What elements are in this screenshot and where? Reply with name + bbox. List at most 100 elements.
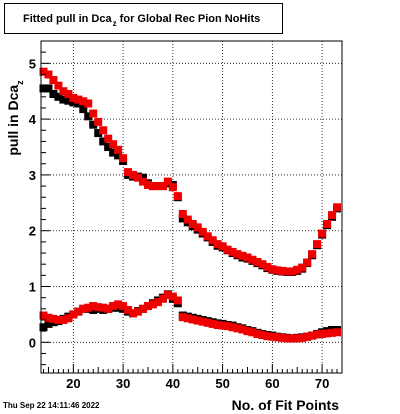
data-point xyxy=(188,220,197,229)
data-point xyxy=(263,332,272,341)
data-point xyxy=(273,333,282,342)
data-point xyxy=(258,331,267,340)
axis-ticks xyxy=(41,40,343,373)
data-point xyxy=(59,87,68,96)
data-point xyxy=(163,177,172,186)
data-point xyxy=(143,180,152,189)
data-point xyxy=(213,321,222,330)
data-point xyxy=(64,314,73,323)
data-point xyxy=(59,95,68,104)
data-point xyxy=(109,148,118,157)
data-point xyxy=(79,304,88,313)
chart-title-rest: for Global Rec Pion NoHits xyxy=(116,13,261,25)
data-point xyxy=(84,99,93,108)
data-point xyxy=(39,323,48,332)
data-point xyxy=(54,92,63,101)
data-point xyxy=(69,98,78,107)
data-point xyxy=(109,302,118,311)
data-point xyxy=(268,265,277,274)
data-point xyxy=(313,240,322,249)
x-tick-label: 40 xyxy=(166,376,180,391)
data-point xyxy=(44,313,53,322)
x-tick-label: 70 xyxy=(315,376,329,391)
data-point xyxy=(233,250,242,259)
data-point xyxy=(163,290,172,299)
data-point xyxy=(79,105,88,114)
data-point xyxy=(288,267,297,276)
data-point xyxy=(119,154,128,163)
y-tick-label: 4 xyxy=(29,112,37,127)
data-point xyxy=(94,117,103,126)
plot-frame xyxy=(40,40,343,374)
data-point xyxy=(89,109,98,118)
y-tick-label: 2 xyxy=(29,224,36,239)
data-point xyxy=(153,182,162,191)
data-point xyxy=(168,292,177,301)
data-point xyxy=(134,307,143,316)
data-point xyxy=(114,151,123,160)
data-point xyxy=(203,232,212,241)
data-point xyxy=(313,330,322,339)
data-point xyxy=(124,168,133,177)
data-point xyxy=(253,257,262,266)
data-point xyxy=(168,183,177,192)
tick-labels: 20 30 40 50 60 70 0 1 2 3 4 5 xyxy=(29,56,330,391)
data-point xyxy=(64,96,73,105)
data-point xyxy=(69,310,78,319)
data-point xyxy=(94,129,103,138)
y-tick-label: 3 xyxy=(29,168,36,183)
data-point xyxy=(39,311,48,320)
data-point xyxy=(99,137,108,146)
data-point xyxy=(104,304,113,313)
data-point xyxy=(124,305,133,314)
data-point xyxy=(293,265,302,274)
x-tick-label: 30 xyxy=(116,376,130,391)
data-point xyxy=(188,315,197,324)
data-point xyxy=(298,333,307,342)
data-point xyxy=(223,245,232,254)
data-markers xyxy=(39,67,342,343)
data-point xyxy=(243,253,252,262)
data-point xyxy=(233,324,242,333)
data-point xyxy=(114,300,123,309)
data-point xyxy=(208,319,217,328)
data-point xyxy=(178,209,187,218)
y-axis-label-main: pull in Dca xyxy=(5,85,21,156)
series-4 xyxy=(39,290,342,343)
data-point xyxy=(134,173,143,182)
data-point xyxy=(49,76,58,85)
data-point xyxy=(248,255,257,264)
data-point xyxy=(178,214,187,223)
data-point xyxy=(278,266,287,275)
y-axis-label: pull in Dcaz xyxy=(5,80,25,156)
data-point xyxy=(193,223,202,232)
data-point xyxy=(218,242,227,251)
data-point xyxy=(308,331,317,340)
y-tick-label: 5 xyxy=(29,56,36,71)
data-point xyxy=(198,227,207,236)
y-axis-label-subscript: z xyxy=(15,80,25,85)
data-point xyxy=(173,296,182,305)
data-point xyxy=(228,323,237,332)
data-point xyxy=(109,140,118,149)
data-point xyxy=(223,322,232,331)
data-point xyxy=(99,126,108,135)
data-point xyxy=(119,302,128,311)
data-point xyxy=(158,182,167,191)
data-point xyxy=(263,262,272,271)
data-point xyxy=(318,329,327,338)
data-point xyxy=(303,332,312,341)
data-point xyxy=(114,145,123,154)
data-point xyxy=(328,211,337,220)
data-point xyxy=(44,84,53,93)
chart-title-box: Fitted pull in Dcaz for Global Rec Pion … xyxy=(4,3,283,34)
data-point xyxy=(158,294,167,303)
data-point xyxy=(84,303,93,312)
data-point xyxy=(308,250,317,259)
data-point xyxy=(183,314,192,323)
data-point xyxy=(173,192,182,201)
y-tick-label: 1 xyxy=(29,280,36,295)
data-point xyxy=(268,332,277,341)
data-point xyxy=(54,315,63,324)
